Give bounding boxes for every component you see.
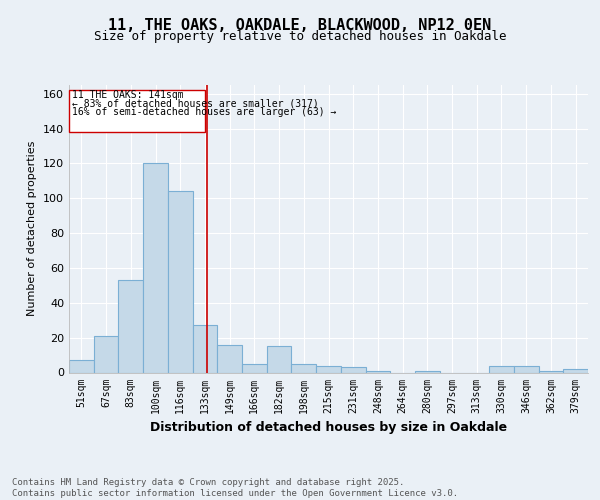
Text: Contains HM Land Registry data © Crown copyright and database right 2025.
Contai: Contains HM Land Registry data © Crown c…	[12, 478, 458, 498]
Bar	[168, 192, 193, 372]
Bar	[118, 280, 143, 372]
Bar	[489, 366, 514, 372]
Bar	[365, 371, 390, 372]
Bar	[415, 371, 440, 372]
Bar	[563, 369, 588, 372]
Bar	[514, 366, 539, 372]
Y-axis label: Number of detached properties: Number of detached properties	[28, 141, 37, 316]
Bar	[143, 164, 168, 372]
Bar	[292, 364, 316, 372]
X-axis label: Distribution of detached houses by size in Oakdale: Distribution of detached houses by size …	[150, 421, 507, 434]
Bar	[242, 364, 267, 372]
Text: 11, THE OAKS, OAKDALE, BLACKWOOD, NP12 0EN: 11, THE OAKS, OAKDALE, BLACKWOOD, NP12 0…	[109, 18, 491, 32]
Text: 11 THE OAKS: 141sqm: 11 THE OAKS: 141sqm	[72, 90, 184, 100]
Text: ← 83% of detached houses are smaller (317): ← 83% of detached houses are smaller (31…	[72, 98, 319, 108]
Bar	[539, 371, 563, 372]
Bar	[94, 336, 118, 372]
Bar	[217, 344, 242, 372]
Bar	[69, 360, 94, 372]
FancyBboxPatch shape	[69, 90, 205, 132]
Bar	[341, 368, 365, 372]
Bar	[267, 346, 292, 372]
Text: Size of property relative to detached houses in Oakdale: Size of property relative to detached ho…	[94, 30, 506, 43]
Bar	[316, 366, 341, 372]
Text: 16% of semi-detached houses are larger (63) →: 16% of semi-detached houses are larger (…	[72, 107, 337, 117]
Bar	[193, 326, 217, 372]
